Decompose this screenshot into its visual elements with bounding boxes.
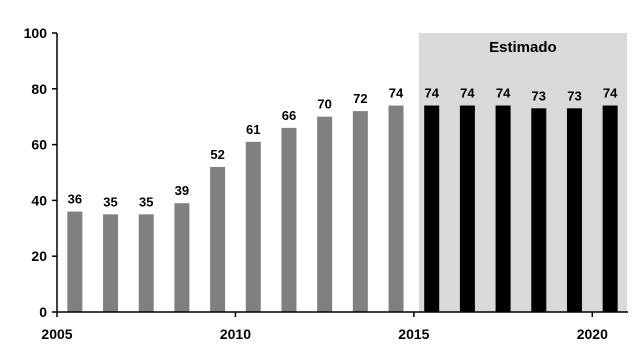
y-tick-label-80: 80 xyxy=(31,81,47,97)
bar-2007 xyxy=(138,214,154,312)
data-label-2012: 70 xyxy=(317,97,331,112)
y-tick-label-60: 60 xyxy=(31,137,47,153)
axes-layer: 0 20 40 60 80 100 2005 2010 2015 2020 xyxy=(24,25,628,342)
data-label-2017: 74 xyxy=(496,86,511,101)
y-tick-label-0: 0 xyxy=(39,304,47,320)
data-label-2018: 73 xyxy=(532,88,546,103)
bar-2011 xyxy=(281,127,297,312)
bar-2013 xyxy=(352,111,368,313)
data-label-2007: 35 xyxy=(139,194,153,209)
data-label-2010: 61 xyxy=(246,122,260,137)
y-tick-label-20: 20 xyxy=(31,248,47,264)
data-label-2016: 74 xyxy=(460,86,475,101)
bar-2009 xyxy=(210,166,226,312)
bar-2010 xyxy=(245,141,261,312)
bar-2017 xyxy=(495,105,511,312)
bar-2005 xyxy=(67,211,83,312)
bar-2016 xyxy=(459,105,475,312)
bar-2018 xyxy=(531,108,547,312)
data-label-2013: 72 xyxy=(353,91,367,106)
x-tick-label-2010: 2010 xyxy=(220,326,251,342)
bar-2006 xyxy=(103,214,119,312)
data-label-2005: 36 xyxy=(68,192,82,207)
bar-2019 xyxy=(566,108,582,312)
shade-layer: Estimado xyxy=(418,33,627,312)
data-label-2009: 52 xyxy=(210,147,224,162)
data-label-2014: 74 xyxy=(389,86,404,101)
data-label-2006: 35 xyxy=(103,194,117,209)
data-label-2015: 74 xyxy=(424,86,439,101)
data-label-2019: 73 xyxy=(567,88,581,103)
y-tick-label-40: 40 xyxy=(31,192,47,208)
x-tick-label-2015: 2015 xyxy=(398,326,429,342)
data-labels-layer: 36 35 35 39 52 61 66 70 72 74 74 74 74 73 73 74 xyxy=(68,86,619,210)
data-label-2011: 66 xyxy=(282,108,296,123)
estimate-shaded-region xyxy=(418,33,627,312)
bar-2015 xyxy=(424,105,440,312)
x-tick-label-2020: 2020 xyxy=(577,326,608,342)
bars-layer xyxy=(67,105,618,313)
bar-2012 xyxy=(317,116,333,312)
data-label-2008: 39 xyxy=(175,183,189,198)
bar-2008 xyxy=(174,203,190,312)
bar-2014 xyxy=(388,105,404,312)
estimate-region-label: Estimado xyxy=(489,39,557,56)
data-label-2020: 74 xyxy=(603,86,618,101)
x-tick-label-2005: 2005 xyxy=(41,326,72,342)
y-tick-label-100: 100 xyxy=(24,25,48,41)
bar-2020 xyxy=(602,105,618,312)
